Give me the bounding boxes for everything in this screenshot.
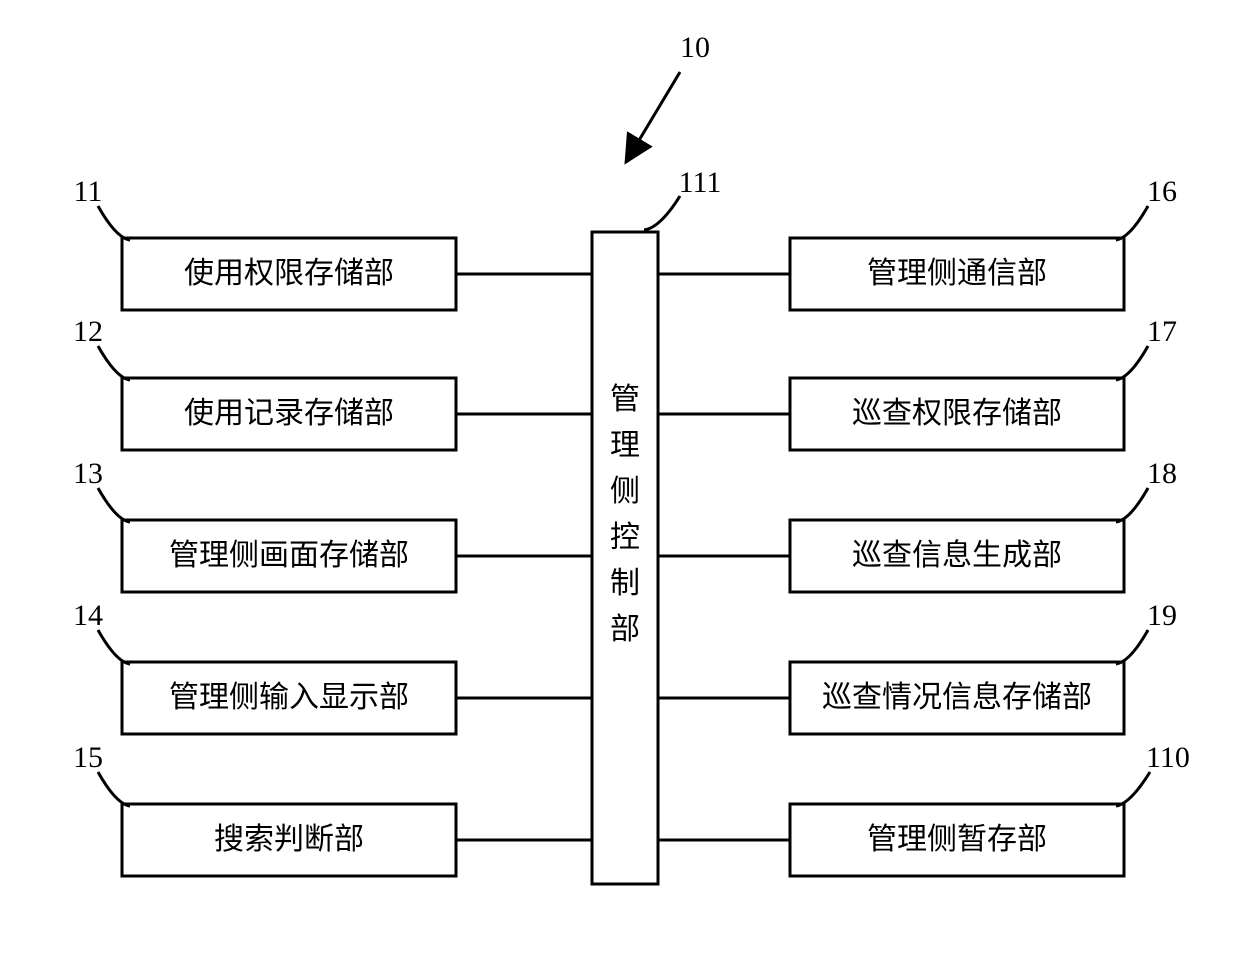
center-box-char: 管	[610, 383, 640, 416]
ref-label-19: 19	[1147, 599, 1177, 632]
ref-label-111: 111	[679, 166, 722, 199]
center-box-char: 控	[610, 521, 640, 554]
leader-line	[1116, 206, 1148, 240]
right-box-text-19: 巡查情况信息存储部	[822, 681, 1092, 714]
ref-label-18: 18	[1147, 457, 1177, 490]
leader-line	[644, 196, 680, 230]
right-box-text-18: 巡查信息生成部	[852, 539, 1062, 572]
left-box-text-12: 使用记录存储部	[184, 397, 394, 430]
ref-label-11: 11	[74, 175, 103, 208]
right-box-text-17: 巡查权限存储部	[852, 397, 1062, 430]
ref-label-110: 110	[1146, 741, 1190, 774]
leader-line	[98, 206, 130, 240]
ref-label-14: 14	[73, 599, 103, 632]
center-box	[592, 232, 658, 884]
right-box-text-16: 管理侧通信部	[867, 257, 1047, 290]
center-box-char: 理	[610, 429, 640, 462]
ref-label-12: 12	[73, 315, 103, 348]
left-box-text-11: 使用权限存储部	[184, 257, 394, 290]
leader-line	[1116, 772, 1150, 806]
ref-label-15: 15	[73, 741, 103, 774]
right-box-text-110: 管理侧暂存部	[867, 823, 1047, 856]
center-box-char: 侧	[610, 475, 640, 508]
ref-label-13: 13	[73, 457, 103, 490]
ref-label-16: 16	[1147, 175, 1177, 208]
leader-line	[98, 488, 130, 522]
leader-line	[1116, 488, 1148, 522]
left-box-text-15: 搜索判断部	[214, 823, 364, 856]
leader-line	[98, 346, 130, 380]
top-arrow	[626, 72, 680, 162]
leader-line	[98, 630, 130, 664]
left-box-text-13: 管理侧画面存储部	[169, 539, 409, 572]
left-box-text-14: 管理侧输入显示部	[169, 681, 409, 714]
center-box-char: 制	[610, 567, 640, 600]
ref-label-17: 17	[1147, 315, 1177, 348]
block-diagram: 管理侧控制部 111 10 使用权限存储部 11 使用记录存储部 12 管理侧画面存储部 13 管…	[0, 0, 1240, 954]
leader-line	[1116, 630, 1148, 664]
leader-line	[98, 772, 130, 806]
leader-line	[1116, 346, 1148, 380]
center-box-char: 部	[610, 613, 640, 646]
ref-label-10: 10	[680, 31, 710, 64]
